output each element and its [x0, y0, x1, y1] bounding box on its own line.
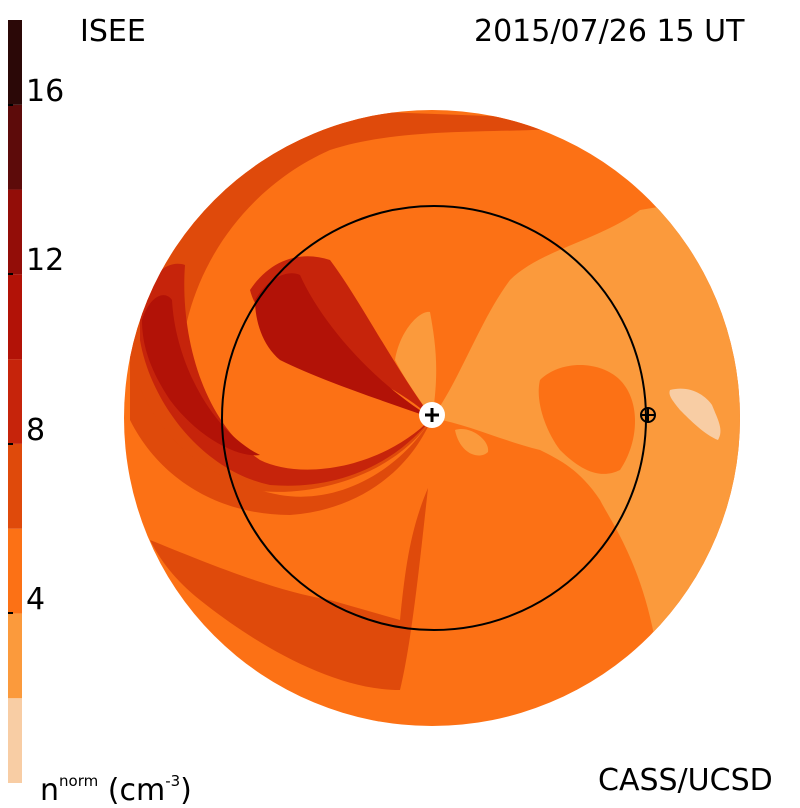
- colorbar-tick-label: 4: [26, 582, 46, 618]
- earth-marker: [640, 407, 656, 423]
- unit-label-base: n: [40, 773, 60, 808]
- low-density-region-0-2: [669, 388, 721, 440]
- colorbar-segment-2: [8, 528, 22, 614]
- colorbar-segment-0: [8, 698, 22, 783]
- colorbar: [8, 20, 22, 783]
- unit-label-unit-close: ): [180, 773, 192, 808]
- low-density-plume-upper: [395, 311, 437, 418]
- unit-label-unit: (cm: [107, 773, 166, 808]
- low-density-blob: [455, 429, 489, 456]
- colorbar-segment-1: [8, 613, 22, 699]
- colorbar-segment-6: [8, 189, 22, 275]
- colorbar-segment-3: [8, 443, 22, 529]
- header-right-label: 2015/07/26 15 UT: [474, 14, 745, 49]
- colorbar-tickmark: [8, 273, 13, 276]
- sun-marker: [419, 402, 445, 428]
- colorbar-tickmark: [8, 103, 13, 106]
- footer-right-label: CASS/UCSD: [598, 763, 773, 798]
- colorbar-tick-label: 12: [26, 243, 65, 279]
- low-density-notch: [538, 365, 635, 474]
- density-disk: [124, 110, 740, 726]
- spiral-band-6-8-left: [130, 360, 432, 515]
- colorbar-segment-5: [8, 274, 22, 360]
- reference-orbit-circle: [221, 205, 647, 631]
- spiral-band-6-8-lower: [150, 488, 428, 690]
- unit-label-unit-superscript: -3: [165, 772, 181, 790]
- colorbar-segment-7: [8, 104, 22, 190]
- spiral-arm-10-12-left: [142, 295, 260, 456]
- colorbar-tick-label: 16: [26, 73, 65, 109]
- colorbar-tick-label: 8: [26, 412, 46, 448]
- spiral-core-10-12: [255, 273, 432, 418]
- colorbar-unit-label: nnorm (cm-3): [40, 766, 192, 806]
- spiral-band-6-8-outer: [130, 112, 600, 492]
- unit-label-superscript: norm: [59, 772, 99, 790]
- header-left-label: ISEE: [80, 14, 146, 49]
- colorbar-segment-8: [8, 20, 22, 105]
- colorbar-tickmark: [8, 442, 13, 445]
- colorbar-tickmark: [8, 612, 13, 615]
- colorbar-segment-4: [8, 359, 22, 444]
